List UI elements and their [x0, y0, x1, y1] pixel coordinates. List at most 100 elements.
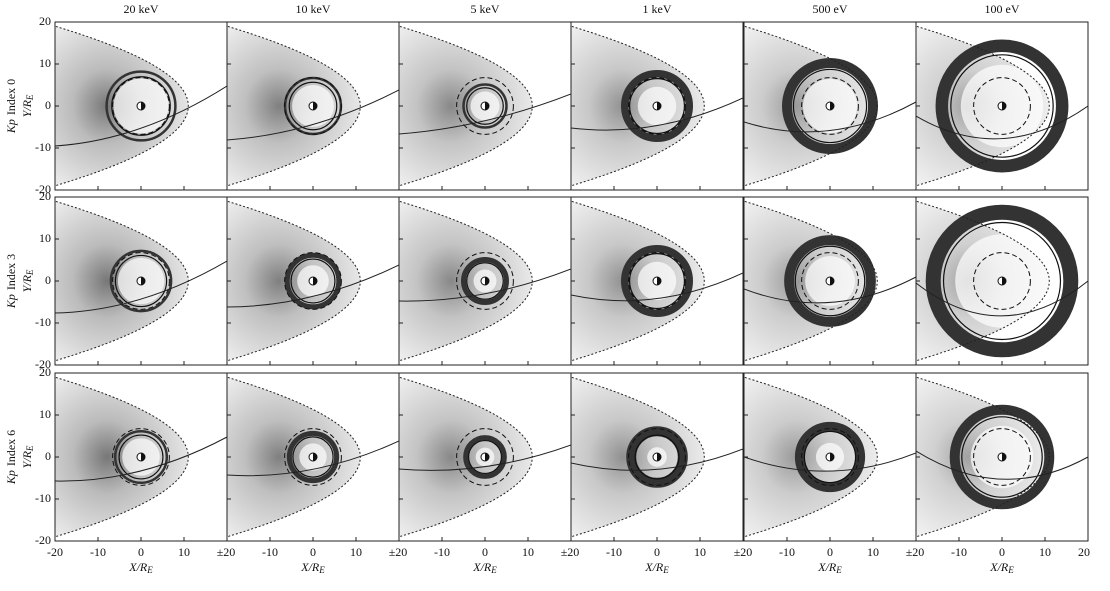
x-tick-label: 0: [654, 545, 660, 559]
magnetosphere-shade: [571, 201, 705, 361]
magnetopause: [571, 376, 705, 538]
x-tick-label: -10: [951, 545, 967, 559]
solid-circle: [803, 430, 857, 484]
magnetosphere-shade: [399, 377, 533, 537]
column-title: 500 eV: [813, 2, 848, 16]
x-tick-label: 0: [310, 545, 316, 559]
panel: [227, 25, 399, 187]
dashed-circle: [456, 428, 514, 486]
solid-circle: [961, 416, 1043, 498]
x-tick-label: 0: [827, 545, 833, 559]
column-title: 5 keV: [471, 2, 500, 16]
earth-night: [313, 102, 317, 110]
x-axis-label: X/RE: [300, 560, 325, 575]
row-label: Kp Index 0: [4, 79, 18, 134]
earth-night: [485, 102, 489, 110]
trajectory: [227, 440, 399, 477]
magnetopause: [744, 376, 878, 538]
solid-circle: [634, 434, 680, 480]
x-axis-sub: E: [835, 565, 842, 575]
panel: [55, 376, 227, 538]
earth-night: [830, 453, 834, 461]
row-prefix: Kp: [4, 294, 18, 309]
solid-circle: [466, 87, 504, 125]
y-tick-label: 10: [39, 231, 51, 245]
magnetosphere-shade: [227, 201, 361, 361]
y-axis-sub: E: [25, 269, 35, 276]
trajectory: [55, 436, 227, 482]
dark-ring: [284, 252, 342, 310]
solid-circle: [628, 252, 686, 310]
magnetopause: [399, 25, 533, 187]
magnetopause: [227, 200, 361, 362]
trajectory: [916, 280, 1088, 317]
panel: [916, 25, 1088, 187]
magnetopause: [744, 25, 878, 187]
earth-night: [657, 453, 661, 461]
dark-ring: [105, 70, 177, 142]
magnetopause: [55, 376, 189, 538]
dark-ring: [621, 70, 693, 142]
solid-circle: [794, 245, 866, 317]
x-tick-label: 10: [867, 545, 879, 559]
panel: [916, 200, 1088, 362]
dashed-circle: [112, 77, 170, 135]
row-label: Kp Index 6: [4, 430, 18, 485]
earth-night: [1002, 277, 1006, 285]
solid-circle: [467, 439, 503, 475]
y-tick-label: -10: [35, 315, 51, 329]
panel: [399, 25, 571, 187]
y-axis-label: Y/RE: [20, 445, 35, 468]
dashed-circle: [456, 77, 514, 135]
x-tick-label: 0: [999, 545, 1005, 559]
dark-ring: [925, 204, 1079, 358]
earth-night: [830, 102, 834, 110]
solid-circle: [792, 68, 868, 144]
dashed-circle: [801, 77, 859, 135]
dashed-circle: [284, 77, 342, 135]
earth-night: [1002, 453, 1006, 461]
trajectory: [744, 101, 916, 133]
x-tick-label: -10: [90, 545, 106, 559]
row-index: Index 3: [4, 254, 18, 290]
dark-ring: [113, 429, 169, 485]
y-tick-label: -20: [35, 182, 51, 196]
x-last-label: 20: [1078, 545, 1090, 559]
trajectory: [571, 97, 743, 131]
earth-night: [657, 102, 661, 110]
x-tick-label: 0: [138, 545, 144, 559]
dark-ring: [935, 39, 1069, 173]
solid-circle: [290, 258, 336, 304]
solid-circle: [111, 76, 171, 136]
solid-circle: [114, 254, 168, 308]
row-index: Index 0: [4, 79, 18, 115]
earth-night: [141, 102, 145, 110]
x-tick-label: 10: [178, 545, 190, 559]
x-axis-sub: E: [662, 565, 669, 575]
magnetosphere-shade: [227, 26, 361, 186]
y-axis-label: Y/RE: [20, 269, 35, 292]
magnetosphere-shade: [227, 377, 361, 537]
earth-night: [141, 453, 145, 461]
x-tick-label: 10: [522, 545, 534, 559]
earth-night: [657, 277, 661, 285]
trajectory: [571, 272, 743, 302]
dashed-circle: [628, 252, 686, 310]
x-axis-label: X/RE: [644, 560, 669, 575]
dark-ring: [626, 426, 688, 488]
y-tick-label: 0: [45, 449, 51, 463]
y-tick-label: -20: [35, 357, 51, 371]
earth-night: [485, 453, 489, 461]
magnetosphere-shade: [571, 377, 705, 537]
row-index: Index 6: [4, 430, 18, 466]
x-axis-main: X/R: [128, 560, 148, 574]
solid-circle: [118, 434, 164, 480]
x-tick-label: -10: [779, 545, 795, 559]
x-edge-label: ±20: [389, 545, 408, 559]
x-tick-label: -10: [606, 545, 622, 559]
dashed-circle: [284, 252, 342, 310]
solid-circle: [292, 436, 334, 478]
dark-ring: [782, 58, 878, 154]
x-edge-label: ±20: [217, 545, 236, 559]
x-axis-label: X/RE: [128, 560, 153, 575]
